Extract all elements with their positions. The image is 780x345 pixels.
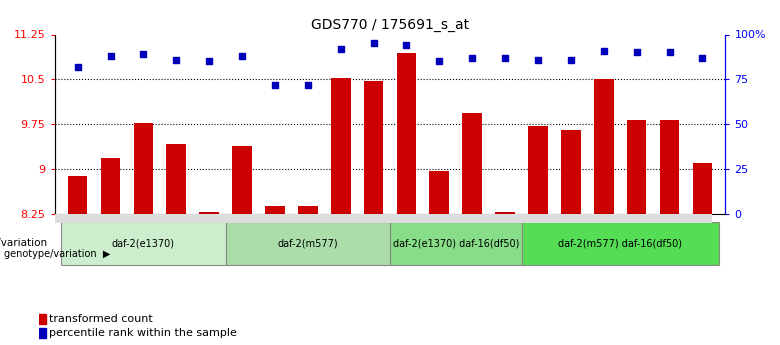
Point (170, 57, 183, 62)
Bar (61, 222, 225, 265)
Bar (522, 222, 719, 265)
Point (137, 51, 150, 57)
Point (565, 57, 577, 62)
Bar (396, 53, 417, 214)
Text: transformed count: transformed count (48, 314, 153, 324)
Point (663, 50, 675, 55)
Bar (693, 163, 712, 214)
Bar (265, 206, 285, 214)
Point (696, 55, 708, 61)
Text: daf-2(e1370): daf-2(e1370) (112, 238, 175, 248)
Bar (463, 114, 482, 214)
Bar (298, 206, 317, 214)
Point (236, 53, 248, 59)
Point (72, 64, 84, 70)
Point (433, 59, 445, 64)
Point (597, 48, 610, 53)
Bar (660, 120, 679, 214)
Title: GDS770 / 175691_s_at: GDS770 / 175691_s_at (311, 18, 469, 32)
Text: percentile rank within the sample: percentile rank within the sample (48, 328, 236, 338)
Point (302, 82, 314, 88)
Bar (232, 146, 252, 214)
Text: genotype/variation: genotype/variation (0, 238, 48, 248)
Point (203, 59, 215, 64)
Text: genotype/variation  ▶: genotype/variation ▶ (4, 249, 110, 258)
Point (268, 82, 281, 88)
Text: daf-2(m577) daf-16(df50): daf-2(m577) daf-16(df50) (558, 238, 682, 248)
Point (105, 53, 117, 59)
Bar (133, 123, 153, 214)
Bar (363, 81, 384, 214)
Bar (331, 78, 350, 214)
Bar (390, 222, 522, 265)
Point (335, 46, 347, 52)
Bar (199, 212, 219, 214)
Bar (225, 222, 390, 265)
Point (499, 55, 512, 61)
Bar (68, 176, 87, 214)
Point (367, 41, 380, 46)
Bar (101, 158, 120, 214)
Bar (166, 144, 186, 214)
Text: daf-2(e1370) daf-16(df50): daf-2(e1370) daf-16(df50) (392, 238, 519, 248)
Bar (594, 79, 614, 214)
Point (400, 42, 413, 48)
Bar (561, 130, 581, 214)
Bar (495, 212, 515, 214)
Point (532, 57, 544, 62)
Point (466, 55, 478, 61)
Bar (528, 126, 548, 214)
Text: daf-2(m577): daf-2(m577) (278, 238, 338, 248)
Bar (627, 120, 647, 214)
Bar (430, 171, 449, 214)
Point (630, 50, 643, 55)
